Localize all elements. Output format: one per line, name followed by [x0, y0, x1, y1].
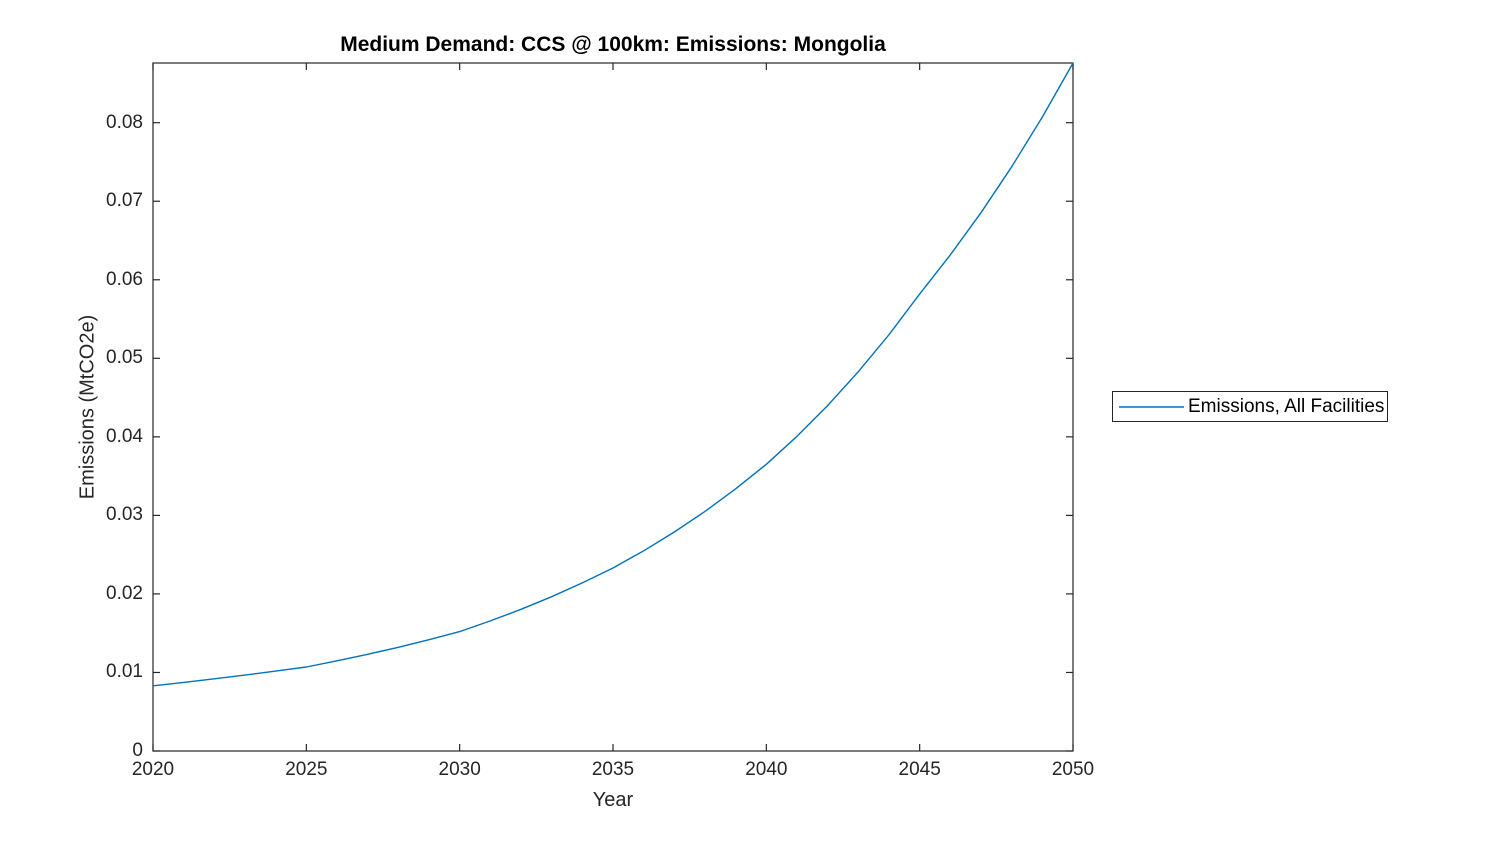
y-tick-label: 0.08 — [106, 111, 143, 133]
legend[interactable]: Emissions, All Facilities — [1112, 391, 1388, 422]
y-tick-label: 0 — [132, 740, 143, 761]
y-tick-label: 0.07 — [106, 190, 143, 212]
axes-box — [152, 62, 1074, 752]
y-tick-label: 0.04 — [106, 425, 143, 447]
emissions-line-series — [152, 62, 1074, 687]
y-axis-label: Emissions (MtCO2e) — [76, 314, 99, 500]
y-tick-label: 0.05 — [106, 347, 143, 369]
y-tick-label: 0.06 — [106, 268, 143, 290]
x-tick-label: 2025 — [285, 759, 328, 780]
x-tick-label: 2050 — [1051, 759, 1095, 780]
x-axis-label: Year — [592, 789, 634, 811]
legend-series-label: Emissions, All Facilities — [1188, 395, 1385, 417]
x-tick-label: 2030 — [438, 759, 481, 780]
x-tick-label: 2045 — [898, 759, 941, 780]
x-tick-label: 2020 — [131, 759, 175, 780]
x-tick-label: 2040 — [745, 759, 788, 780]
y-tick-label: 0.01 — [106, 661, 143, 683]
chart-title: Medium Demand: CCS @ 100km: Emissions: M… — [340, 33, 886, 56]
y-tick-label: 0.03 — [106, 504, 143, 526]
y-tick-label: 0.02 — [106, 582, 143, 604]
legend-line-sample-icon — [1119, 405, 1184, 408]
x-tick-label: 2035 — [591, 759, 635, 780]
